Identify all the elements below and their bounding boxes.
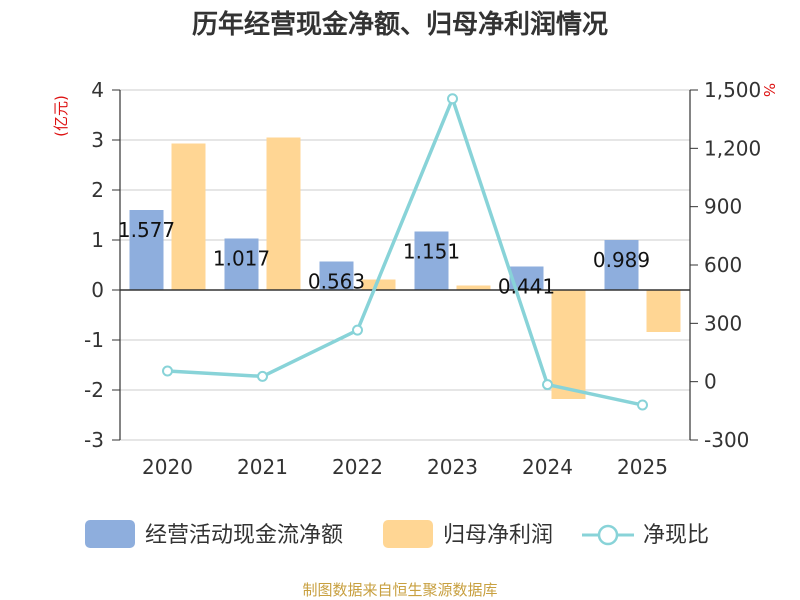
bar-net-profit-2020	[171, 143, 206, 290]
ratio-point-2021	[257, 370, 268, 382]
legend-label-net-profit: 归母净利润	[443, 523, 553, 548]
right-axis-ticks: 1,500 1,200 900 600 300 0 -300	[690, 78, 761, 452]
axes	[119, 90, 691, 440]
data-label-cashflow-2024: 0.441	[498, 275, 555, 299]
left-tick-label-7: -3	[84, 428, 104, 452]
data-labels: 1.577 1.017 0.563 1.151 0.441 0.989	[118, 218, 650, 299]
left-axis-unit: (亿元)	[52, 95, 70, 137]
legend-label-cashflow: 经营活动现金流净额	[145, 523, 343, 548]
right-tick-label-1: 1,200	[704, 136, 761, 160]
ratio-point-2025	[637, 399, 648, 411]
ratio-point-2024	[542, 379, 553, 391]
left-tick-label-3: 1	[91, 228, 104, 252]
ratio-line-path	[167, 97, 643, 407]
right-tick-label-6: -300	[704, 428, 749, 452]
x-axis-ticks: 2020 2021 2022 2023 2024 2025	[142, 455, 668, 479]
left-tick-label-1: 3	[91, 128, 104, 152]
data-label-cashflow-2023: 1.151	[403, 240, 460, 264]
right-tick-label-4: 300	[704, 311, 742, 335]
x-tick-label-2025: 2025	[617, 455, 668, 479]
bar-net-profit-2024	[551, 290, 586, 399]
legend-item-ratio[interactable]: 净现比	[582, 523, 709, 548]
legend-swatch-cashflow	[85, 520, 135, 548]
data-label-cashflow-2021: 1.017	[213, 247, 270, 271]
data-label-cashflow-2020: 1.577	[118, 218, 175, 242]
bar-net-profit-2023	[456, 285, 491, 290]
right-tick-label-3: 600	[704, 253, 742, 277]
x-tick-label-2022: 2022	[332, 455, 383, 479]
bar-cashflow-2025	[604, 240, 639, 290]
bar-net-profit-2021	[266, 137, 301, 290]
left-tick-label-0: 4	[91, 78, 104, 102]
legend[interactable]: 经营活动现金流净额 归母净利润 净现比	[85, 520, 709, 548]
left-tick-label-4: 0	[91, 278, 104, 302]
bar-cashflow-2021	[224, 238, 259, 290]
bars	[129, 137, 681, 399]
right-tick-label-5: 0	[704, 370, 717, 394]
x-tick-label-2021: 2021	[237, 455, 288, 479]
ratio-point-2022	[352, 324, 363, 336]
left-tick-label-2: 2	[91, 178, 104, 202]
right-tick-label-0: 1,500	[704, 78, 761, 102]
ratio-point-2023	[447, 93, 458, 105]
right-tick-label-2: 900	[704, 195, 742, 219]
bar-cashflow-2023	[414, 231, 449, 290]
legend-swatch-net-profit	[383, 520, 433, 548]
data-label-cashflow-2022: 0.563	[308, 270, 365, 294]
source-note: 制图数据来自恒生聚源数据库	[302, 581, 497, 599]
bar-net-profit-2025	[646, 290, 681, 332]
bar-net-profit-2022	[361, 279, 396, 290]
bar-cashflow-2022	[319, 261, 354, 290]
bar-cashflow-2024	[509, 266, 544, 290]
x-tick-label-2024: 2024	[522, 455, 573, 479]
legend-item-net-profit[interactable]: 归母净利润	[383, 520, 553, 548]
bar-cashflow-2020	[129, 210, 164, 290]
left-axis-ticks: 4 3 2 1 0 -1 -2 -3	[84, 78, 120, 452]
legend-item-cashflow[interactable]: 经营活动现金流净额	[85, 520, 343, 548]
x-tick-label-2023: 2023	[427, 455, 478, 479]
left-tick-label-5: -1	[84, 328, 104, 352]
left-tick-label-6: -2	[84, 378, 104, 402]
data-label-cashflow-2025: 0.989	[593, 248, 650, 272]
legend-swatch-ratio-marker	[597, 524, 619, 546]
x-tick-label-2020: 2020	[142, 455, 193, 479]
right-axis-unit: %	[760, 83, 778, 97]
legend-label-ratio: 净现比	[643, 523, 709, 548]
chart-title: 历年经营现金净额、归母净利润情况	[192, 9, 608, 40]
ratio-line	[162, 93, 648, 411]
ratio-point-2020	[162, 365, 173, 377]
